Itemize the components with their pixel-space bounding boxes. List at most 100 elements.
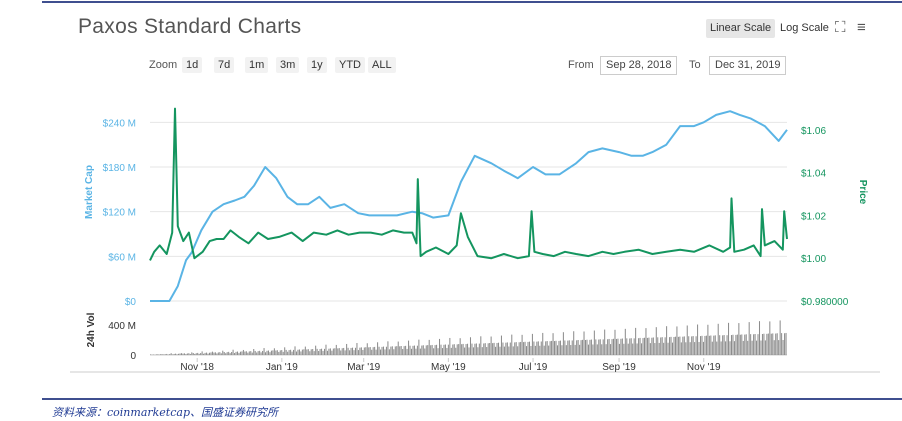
zoom-1d-button[interactable]: 1d	[182, 57, 203, 73]
volume-bar	[710, 335, 712, 355]
volume-bar	[758, 321, 761, 355]
volume-bar	[714, 335, 716, 355]
volume-bar	[244, 351, 246, 355]
volume-bar	[424, 348, 426, 355]
volume-bar	[380, 349, 382, 355]
volume-bar	[225, 353, 227, 355]
volume-bar	[211, 351, 213, 355]
volume-bar	[481, 347, 483, 355]
left-axis-title: Market Cap	[84, 165, 95, 219]
volume-bar	[415, 348, 417, 355]
hamburger-menu-icon[interactable]: ≡	[857, 19, 866, 36]
volume-bar	[691, 336, 693, 355]
volume-bar	[201, 351, 203, 355]
volume-bar	[384, 349, 386, 355]
volume-bar	[567, 340, 569, 355]
volume-bar	[253, 349, 255, 355]
zoom-3m-button[interactable]: 3m	[276, 57, 300, 73]
volume-bar	[307, 349, 309, 355]
volume-bar	[247, 352, 249, 355]
volume-bar	[315, 345, 317, 355]
volume-bar	[763, 333, 765, 355]
volume-bar	[183, 353, 185, 355]
volume-bar	[436, 344, 438, 355]
volume-bar	[676, 326, 678, 355]
volume-bar	[475, 343, 477, 355]
range-from-input[interactable]: Sep 28, 2018	[600, 56, 678, 75]
volume-bar	[157, 354, 159, 355]
volume-bar	[341, 348, 343, 355]
zoom-all-button[interactable]: ALL	[368, 57, 396, 73]
volume-bar	[708, 335, 710, 355]
volume-bar	[642, 338, 644, 355]
volume-bar	[602, 339, 604, 355]
right-tick-label: $1.00	[801, 254, 826, 265]
linear-scale-button[interactable]: Linear Scale	[706, 19, 776, 38]
zoom-1y-button[interactable]: 1y	[307, 57, 327, 73]
volume-bar	[499, 346, 501, 355]
volume-bar	[462, 343, 464, 355]
volume-bar	[729, 341, 731, 355]
volume-bar	[559, 340, 561, 355]
volume-bar	[685, 342, 687, 355]
volume-bar	[378, 346, 380, 355]
zoom-label: Zoom	[149, 59, 178, 71]
volume-bar	[396, 346, 398, 355]
volume-bar	[679, 336, 681, 355]
expand-icon[interactable]: ⛶	[835, 19, 846, 36]
volume-bar	[711, 341, 713, 355]
right-tick-label: $1.02	[801, 211, 826, 222]
zoom-1m-button[interactable]: 1m	[245, 57, 269, 73]
volume-bar	[390, 346, 392, 355]
volume-bar	[444, 344, 446, 355]
volume-bar	[446, 347, 448, 355]
volume-bar	[368, 347, 370, 355]
volume-bar	[514, 342, 516, 355]
volume-bar	[208, 352, 211, 355]
volume-bar	[478, 343, 480, 355]
volume-bar	[723, 335, 725, 355]
volume-bar	[340, 350, 342, 355]
volume-bar	[375, 349, 377, 355]
volume-bar	[455, 347, 457, 355]
volume-bar	[595, 339, 597, 355]
log-scale-button[interactable]: Log Scale	[780, 22, 829, 34]
volume-bar	[641, 343, 643, 355]
volume-bar	[654, 343, 656, 355]
volume-bar	[440, 344, 442, 355]
volume-bar	[489, 343, 491, 355]
volume-bar	[769, 321, 771, 355]
volume-bar	[272, 350, 274, 355]
right-tick-label: $1.06	[801, 126, 826, 137]
x-tick-label: Jul '19	[519, 362, 548, 373]
volume-bar	[508, 346, 510, 355]
right-axis-title: Price	[857, 180, 868, 205]
volume-bar	[582, 339, 584, 355]
volume-bar	[185, 354, 187, 355]
volume-bar	[434, 345, 436, 355]
volume-bar	[536, 341, 538, 355]
volume-bar	[326, 350, 328, 355]
range-to-input[interactable]: Dec 31, 2019	[709, 56, 787, 75]
volume-bar	[552, 333, 554, 355]
zoom-ytd-button[interactable]: YTD	[335, 57, 365, 73]
volume-bar	[164, 354, 166, 355]
volume-bar	[630, 338, 632, 355]
volume-bar	[369, 347, 371, 355]
volume-bar	[577, 340, 579, 355]
volume-bar	[217, 352, 219, 355]
volume-bar	[319, 349, 321, 355]
volume-bar	[527, 341, 529, 355]
zoom-7d-button[interactable]: 7d	[214, 57, 235, 73]
volume-bar	[469, 337, 472, 355]
volume-bar	[416, 345, 418, 355]
volume-bar	[702, 341, 704, 355]
volume-bar	[428, 339, 430, 355]
volume-bar	[279, 350, 281, 355]
volume-bar	[558, 340, 560, 355]
x-tick-label: Sep '19	[602, 362, 636, 373]
volume-bar	[161, 354, 163, 355]
volume-bar	[219, 352, 221, 355]
volume-bar	[576, 340, 578, 355]
volume-axis-ticks: 0 400 M	[108, 321, 136, 362]
